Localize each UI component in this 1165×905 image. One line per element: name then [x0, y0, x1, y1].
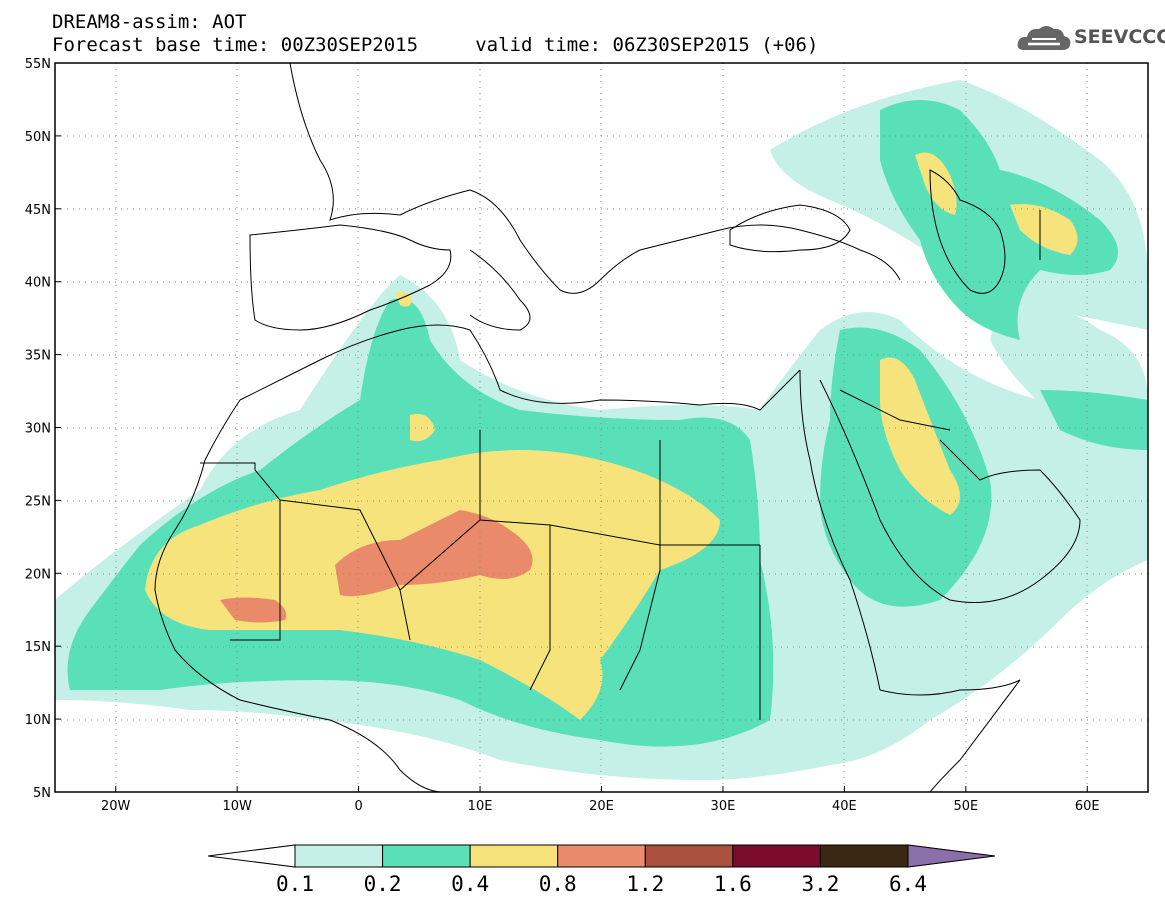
colorbar-label: 0.4 — [451, 872, 490, 896]
colorbar-label: 0.2 — [363, 872, 402, 896]
seevccc-logo: SEEVCCC — [1016, 22, 1165, 56]
lat-label: 35N — [25, 349, 51, 364]
colorbar-box — [382, 844, 471, 868]
aot-band-0.4-0.8 — [145, 152, 1078, 720]
aot-shading — [55, 80, 1148, 780]
lon-label: 40E — [832, 799, 857, 814]
colorbar-under-triangle — [207, 844, 296, 868]
lat-label: 55N — [25, 57, 51, 72]
lat-label: 25N — [25, 494, 51, 509]
latitude-labels: 55N 50N 45N 40N 35N 30N 25N 20N 15N 10N 5N — [25, 57, 51, 801]
lat-label: 50N — [25, 130, 51, 145]
lon-label: 30E — [711, 799, 736, 814]
map-subtitle-times: Forecast base time: 00Z30SEP2015 valid t… — [52, 34, 819, 56]
longitude-labels: 20W 10W 0 10E 20E 30E 40E 50E 60E — [101, 786, 1100, 814]
lat-label: 45N — [25, 203, 51, 218]
colorbar-box — [557, 844, 646, 868]
lat-label: 10N — [25, 713, 51, 728]
colorbar — [207, 844, 996, 868]
lat-label: 40N — [25, 276, 51, 291]
colorbar-label: 1.2 — [626, 872, 665, 896]
colorbar-box — [819, 844, 909, 868]
lon-label: 20W — [101, 799, 131, 814]
lon-label: 10E — [468, 799, 493, 814]
latitude-tick-marks — [55, 62, 61, 793]
map-title: DREAM8-assim: AOT — [52, 11, 247, 33]
lat-label: 30N — [25, 422, 51, 437]
colorbar-label: 1.6 — [713, 872, 752, 896]
lon-label: 10W — [222, 799, 252, 814]
logo-text: SEEVCCC — [1074, 26, 1165, 48]
lat-label: 20N — [25, 567, 51, 582]
colorbar-over-triangle — [907, 844, 996, 868]
lon-label: 50E — [953, 799, 978, 814]
lat-label: 15N — [25, 640, 51, 655]
colorbar-box — [469, 844, 559, 868]
lon-label: 0 — [354, 799, 362, 814]
colorbar-label: 6.4 — [889, 872, 927, 896]
colorbar-label: 0.8 — [538, 872, 577, 896]
graticule — [55, 63, 1148, 792]
lon-label: 20E — [589, 799, 614, 814]
cloud-icon — [1017, 26, 1071, 50]
colorbar-box — [644, 844, 734, 868]
colorbar-label: 3.2 — [801, 872, 840, 896]
lon-label: 60E — [1075, 799, 1100, 814]
coastlines-and-borders — [154, 63, 1081, 792]
colorbar-box — [732, 844, 821, 868]
lat-label: 5N — [33, 786, 51, 801]
colorbar-box — [294, 844, 384, 868]
colorbar-label: 0.1 — [276, 872, 314, 896]
